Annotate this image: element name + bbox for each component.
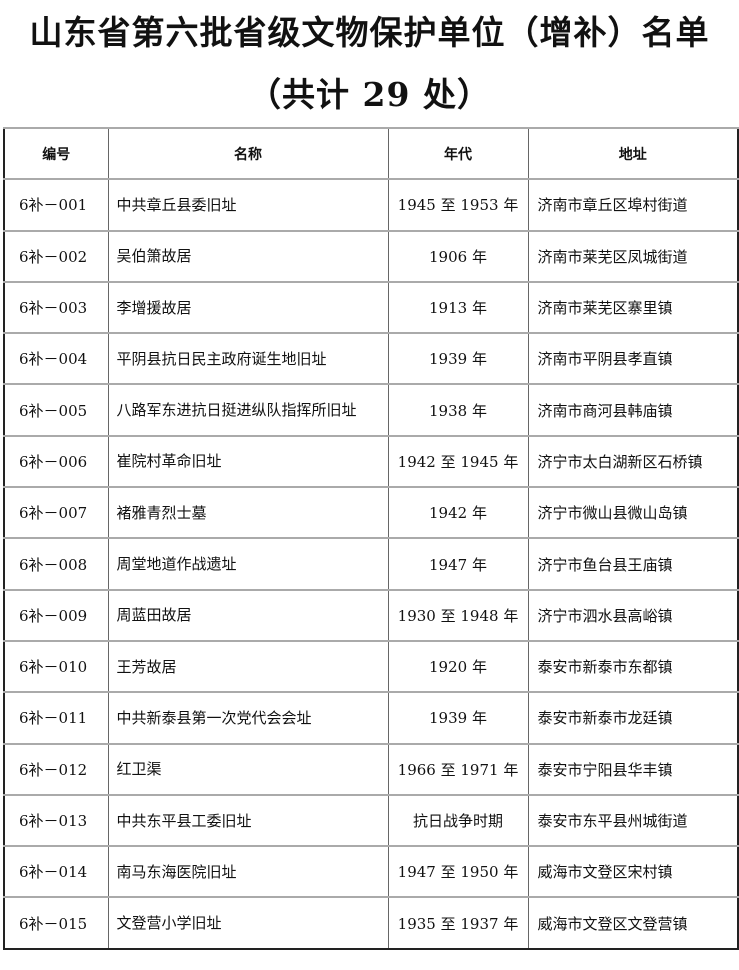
cell-id: 6补－003	[3, 281, 109, 334]
cell-name: 八路军东进抗日挺进纵队指挥所旧址	[107, 383, 389, 437]
header-address: 地址	[527, 127, 739, 180]
cell-era: 1966 至 1971 年	[387, 743, 529, 796]
table-row: 6补－010 王芳故居 1920 年泰安市新泰市东都镇	[3, 640, 739, 693]
cell-address: 济南市商河县韩庙镇	[527, 383, 739, 437]
cell-id: 6补－005	[3, 383, 109, 437]
cell-id: 6补－015	[3, 896, 109, 950]
cell-id: 6补－014	[3, 845, 109, 898]
cell-address: 济宁市鱼台县王庙镇	[527, 537, 739, 591]
cell-name: 吴伯箫故居	[107, 230, 389, 283]
cell-era: 1930 至 1948 年	[387, 589, 529, 642]
cell-address: 威海市文登区文登营镇	[527, 896, 739, 950]
table-row: 6补－007 褚雅青烈士墓 1942 年济宁市微山县微山岛镇	[3, 486, 739, 539]
cell-era: 1939 年	[387, 691, 529, 745]
cell-id: 6补－002	[3, 230, 109, 283]
cell-address: 济宁市泗水县高峪镇	[527, 589, 739, 642]
cell-id: 6补－011	[3, 691, 109, 745]
cell-id: 6补－012	[3, 743, 109, 796]
cell-address: 济南市莱芜区凤城街道	[527, 230, 739, 283]
table-header-row: 编号 名称 年代 地址	[3, 127, 739, 180]
page-title: 山东省第六批省级文物保护单位（增补）名单	[29, 13, 710, 52]
cell-name: 周蓝田故居	[107, 589, 389, 642]
cell-era: 1939 年	[387, 332, 529, 385]
table-row: 6补－008 周堂地道作战遗址 1947 年济宁市鱼台县王庙镇	[3, 537, 739, 591]
cell-era: 1913 年	[387, 281, 529, 334]
table-row: 6补－012 红卫渠 1966 至 1971 年泰安市宁阳县华丰镇	[3, 743, 739, 796]
table-row: 6补－011 中共新泰县第一次党代会会址 1939 年泰安市新泰市龙廷镇	[3, 691, 739, 745]
cell-era: 1945 至 1953 年	[387, 178, 529, 232]
cell-name: 文登营小学旧址	[107, 896, 389, 950]
cell-id: 6补－004	[3, 332, 109, 385]
table-row: 6补－014 南马东海医院旧址 1947 至 1950 年威海市文登区宋村镇	[3, 845, 739, 898]
cell-name: 南马东海医院旧址	[107, 845, 389, 898]
header-name: 名称	[107, 127, 389, 180]
cell-name: 平阴县抗日民主政府诞生地旧址	[107, 332, 389, 385]
cell-id: 6补－013	[3, 794, 109, 847]
cell-name: 红卫渠	[107, 743, 389, 796]
cell-era: 1947 至 1950 年	[387, 845, 529, 898]
cell-name: 李增援故居	[107, 281, 389, 334]
cell-era: 1935 至 1937 年	[387, 896, 529, 950]
cell-address: 济南市章丘区埠村街道	[527, 178, 739, 232]
cell-address: 泰安市宁阳县华丰镇	[527, 743, 739, 796]
cell-address: 济宁市太白湖新区石桥镇	[527, 435, 739, 488]
header-era: 年代	[387, 127, 529, 180]
cell-address: 威海市文登区宋村镇	[527, 845, 739, 898]
cell-era: 1938 年	[387, 383, 529, 437]
header-id: 编号	[3, 127, 109, 180]
cell-era: 1942 年	[387, 486, 529, 539]
cell-address: 济南市平阴县孝直镇	[527, 332, 739, 385]
cell-name: 崔院村革命旧址	[107, 435, 389, 488]
cell-era: 1906 年	[387, 230, 529, 283]
cell-name: 中共新泰县第一次党代会会址	[107, 691, 389, 745]
cell-name: 中共东平县工委旧址	[107, 794, 389, 847]
cell-id: 6补－010	[3, 640, 109, 693]
table-row: 6补－009 周蓝田故居 1930 至 1948 年济宁市泗水县高峪镇	[3, 589, 739, 642]
cell-name: 褚雅青烈士墓	[107, 486, 389, 539]
table-row: 6补－002 吴伯箫故居 1906 年济南市莱芜区凤城街道	[3, 230, 739, 283]
cell-id: 6补－001	[3, 178, 109, 232]
cell-id: 6补－007	[3, 486, 109, 539]
heritage-table: 编号 名称 年代 地址 6补－001 中共章丘县委旧址 1945 至 1953 年济…	[3, 127, 739, 950]
cell-address: 济宁市微山县微山岛镇	[527, 486, 739, 539]
cell-name: 中共章丘县委旧址	[107, 178, 389, 232]
cell-name: 周堂地道作战遗址	[107, 537, 389, 591]
cell-id: 6补－009	[3, 589, 109, 642]
table-row: 6补－003 李增援故居 1913 年济南市莱芜区寨里镇	[3, 281, 739, 334]
table-row: 6补－013 中共东平县工委旧址 抗日战争时期 泰安市东平县州城街道	[3, 794, 739, 847]
cell-address: 泰安市东平县州城街道	[527, 794, 739, 847]
cell-name: 王芳故居	[107, 640, 389, 693]
page-subtitle: （共计 29 处）	[248, 75, 491, 114]
cell-era: 1942 至 1945 年	[387, 435, 529, 488]
table-row: 6补－006 崔院村革命旧址 1942 至 1945 年济宁市太白湖新区石桥镇	[3, 435, 739, 488]
table-row: 6补－001 中共章丘县委旧址 1945 至 1953 年济南市章丘区埠村街道	[3, 178, 739, 232]
table-row: 6补－015 文登营小学旧址 1935 至 1937 年威海市文登区文登营镇	[3, 896, 739, 950]
cell-id: 6补－008	[3, 537, 109, 591]
cell-address: 泰安市新泰市龙廷镇	[527, 691, 739, 745]
table-row: 6补－005 八路军东进抗日挺进纵队指挥所旧址 1938 年济南市商河县韩庙镇	[3, 383, 739, 437]
table-row: 6补－004 平阴县抗日民主政府诞生地旧址 1939 年济南市平阴县孝直镇	[3, 332, 739, 385]
cell-era: 1920 年	[387, 640, 529, 693]
cell-era: 抗日战争时期	[387, 794, 529, 847]
cell-address: 泰安市新泰市东都镇	[527, 640, 739, 693]
cell-era: 1947 年	[387, 537, 529, 591]
cell-id: 6补－006	[3, 435, 109, 488]
cell-address: 济南市莱芜区寨里镇	[527, 281, 739, 334]
